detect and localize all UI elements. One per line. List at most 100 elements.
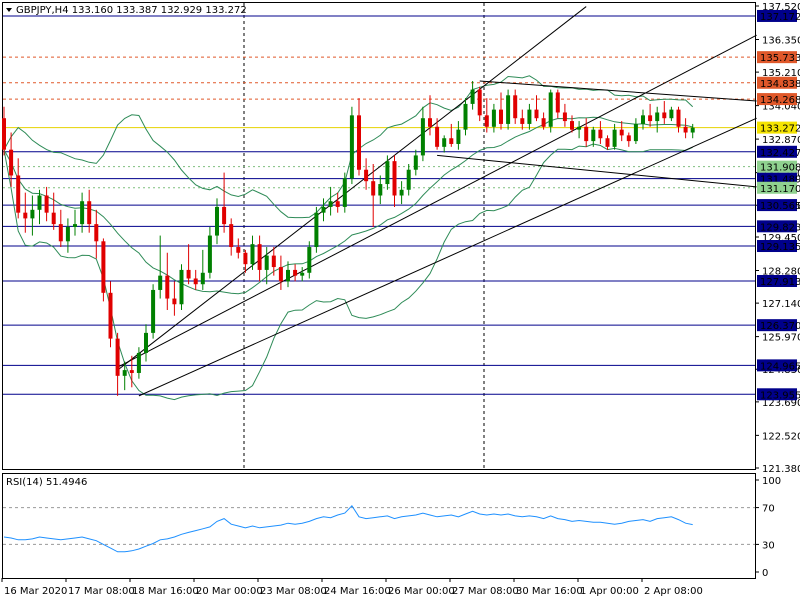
candle-body [428, 118, 432, 127]
candle-body [335, 201, 340, 207]
candle-body [193, 278, 198, 285]
candle-body [9, 149, 14, 176]
candle-body [435, 126, 440, 147]
green-level-price-label: 131.908 [760, 163, 800, 174]
main-price-pane: 137.520136.350135.210134.040132.870131.7… [2, 2, 800, 578]
candle-body [648, 115, 653, 122]
candle-body [655, 112, 660, 122]
candle-body [577, 126, 582, 130]
blue-level-price-label-bg [757, 359, 797, 372]
candle-body [257, 244, 262, 270]
time-tick-label: 20 Mar 00:00 [196, 586, 263, 597]
rsi-tick-label: 0 [762, 568, 768, 579]
green-level-price-label: 131.170 [760, 184, 800, 195]
blue-level-price-label: 131.489 [760, 175, 800, 186]
candle-body [641, 115, 645, 124]
candle-body [243, 252, 248, 265]
price-tick-label: 132.870 [762, 135, 800, 146]
bollinger-middle-band [3, 116, 693, 295]
time-tick-label: 17 Mar 08:00 [68, 586, 135, 597]
rsi-label: RSI(14) 51.4946 [6, 477, 87, 488]
blue-level-price-label-bg [757, 145, 797, 158]
price-axis: 137.520136.350135.210134.040132.870131.7… [755, 2, 800, 475]
time-tick-label: 18 Mar 16:00 [132, 586, 199, 597]
candle-body [385, 161, 390, 185]
rsi-tick-label: 70 [762, 504, 775, 515]
candle-body [229, 224, 234, 248]
rsi-line [3, 505, 693, 553]
time-tick-label: 16 Mar 2020 [4, 586, 67, 597]
candle-body [342, 178, 347, 207]
candle-body [321, 206, 326, 213]
upper-channel-line [117, 6, 587, 371]
candlestick-series [2, 80, 695, 396]
price-tick-label: 135.210 [762, 68, 800, 79]
yellow-level-price-label: 133.272 [760, 124, 800, 135]
blue-level-price-label-bg [757, 220, 797, 233]
candle-body [144, 332, 148, 353]
candle-body [477, 89, 482, 116]
candle-body [23, 212, 28, 219]
rsi-tick-label: 30 [762, 540, 775, 551]
candle-body [236, 247, 241, 253]
candle-body [420, 118, 425, 156]
green-level-price-label-bg [757, 160, 797, 173]
chart-title-block: GBPJPY,H4 133.160 133.387 132.929 133.27… [6, 5, 247, 16]
blue-level-price-label: 132.427 [760, 148, 800, 159]
blue-level-price-label: 126.370 [760, 321, 800, 332]
candle-body [669, 109, 674, 119]
candle-body [584, 126, 589, 142]
blue-level-price-label-bg [757, 172, 797, 185]
blue-level-price-label: 123.955 [760, 390, 800, 401]
candle-body [101, 241, 106, 293]
collapse-triangle-icon[interactable] [6, 8, 12, 12]
candle-body [300, 272, 305, 276]
price-tick-label: 137.520 [762, 2, 800, 13]
blue-level-price-label-bg [757, 199, 797, 212]
candle-body [328, 201, 333, 207]
candle-body [200, 272, 205, 285]
chart-title: GBPJPY,H4 133.160 133.387 132.929 133.27… [16, 5, 247, 16]
candle-body [548, 92, 553, 127]
candle-body [598, 129, 603, 139]
candle-body [463, 103, 468, 130]
candle-body [58, 224, 63, 242]
candle-body [314, 212, 319, 248]
orange-level-price-label-bg [757, 93, 797, 106]
price-tick-label: 121.380 [762, 464, 800, 475]
candle-body [293, 269, 298, 276]
blue-level-price-label-bg [757, 319, 797, 332]
candle-body [605, 138, 610, 147]
bollinger-upper-band [3, 75, 694, 219]
candle-body [626, 135, 631, 142]
candle-body [364, 169, 369, 182]
candle-body [136, 352, 141, 373]
blue-level-price-label: 130.565 [760, 201, 800, 212]
candle-body [80, 201, 85, 225]
candle-body [413, 155, 418, 170]
price-tick-label: 136.350 [762, 35, 800, 46]
candle-body [286, 269, 290, 282]
candle-body [207, 235, 212, 273]
rsi-tick-label: 100 [762, 476, 781, 487]
price-tick-label: 122.520 [762, 431, 800, 442]
price-tick-label: 128.280 [762, 266, 800, 277]
candle-body [513, 95, 518, 119]
candle-body [520, 118, 525, 124]
orange-level-price-label: 134.838 [760, 79, 800, 90]
candle-body [442, 138, 447, 147]
price-tick-label: 127.140 [762, 299, 800, 310]
lower-channel-line [138, 117, 757, 397]
blue-level-price-label: 129.823 [760, 222, 800, 233]
time-tick-label: 30 Mar 16:00 [516, 586, 583, 597]
yellow-level-price-label-bg [757, 121, 797, 134]
candle-body [378, 184, 383, 196]
trend-channel-lines [117, 6, 757, 397]
candle-body [278, 267, 283, 282]
candle-body [555, 92, 560, 113]
candle-body [51, 212, 56, 225]
candle-body [676, 109, 681, 127]
time-tick-label: 24 Mar 16:00 [324, 586, 391, 597]
